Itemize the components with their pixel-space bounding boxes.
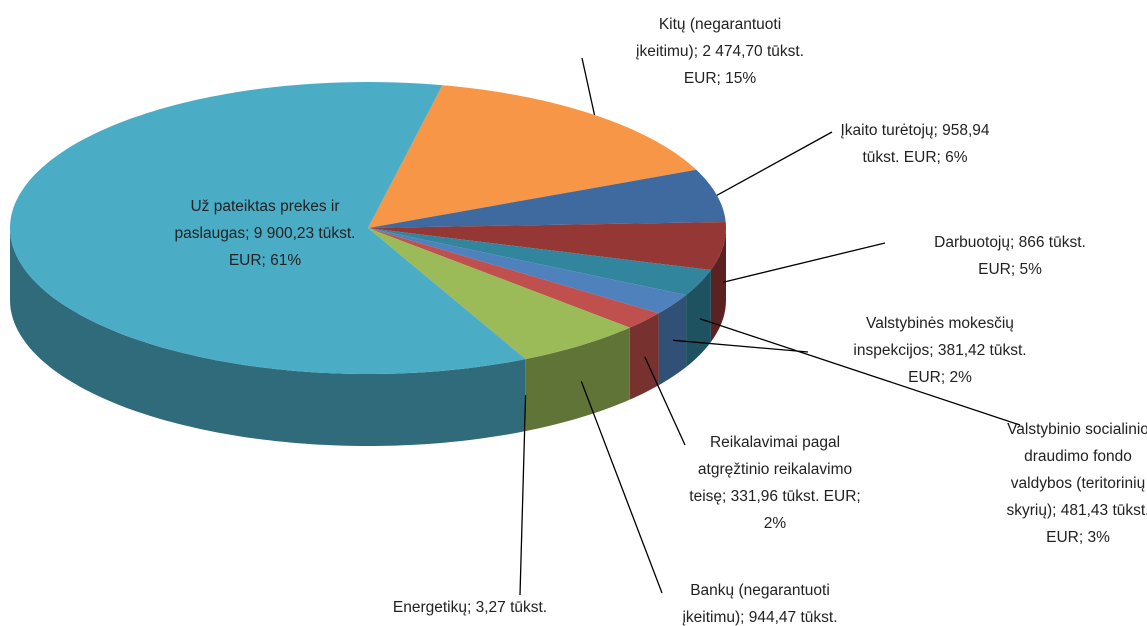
slice-side	[710, 228, 726, 342]
slice	[368, 222, 726, 270]
slice	[368, 228, 687, 314]
slice	[368, 85, 697, 228]
data-label: 2%	[764, 515, 787, 532]
data-label: EUR; 15%	[684, 70, 757, 87]
pie-tops	[10, 82, 726, 374]
slice	[368, 228, 526, 360]
leader-line	[581, 57, 596, 116]
leader-line	[580, 381, 663, 594]
data-label: Kitų (negarantuoti	[659, 16, 781, 33]
data-label: EUR; 3%	[1046, 529, 1110, 546]
data-label: inspekcijos; 381,42 tūkst.	[853, 342, 1026, 359]
data-label: paslaugas; 9 900,23 tūkst.	[175, 225, 356, 242]
slice	[10, 82, 526, 374]
slice-side	[10, 228, 526, 446]
data-label: EUR; 61%	[229, 252, 302, 269]
data-label: EUR; 2%	[908, 369, 972, 386]
leader-line	[673, 339, 809, 353]
leader-line	[716, 131, 833, 196]
leader-line	[519, 395, 527, 596]
leader-line	[699, 318, 1021, 426]
data-label: EUR; 5%	[978, 261, 1042, 278]
data-label: Už pateiktas prekes ir	[190, 198, 339, 215]
data-label: Energetikų; 3,27 tūkst.	[393, 599, 547, 616]
leader-line	[723, 242, 886, 283]
pie-sides	[10, 228, 726, 446]
data-label: įkeitimu); 944,47 tūkst.	[682, 609, 837, 626]
slice-side	[658, 295, 687, 386]
data-label: draudimo fondo	[1024, 448, 1132, 465]
slice	[368, 228, 711, 295]
slice-side	[629, 313, 659, 400]
slice	[368, 228, 659, 328]
data-label: tūkst. EUR; 6%	[862, 149, 967, 166]
data-label: Įkaito turėtojų; 958,94	[840, 122, 989, 139]
data-label: įkeitimu); 2 474,70 tūkst.	[636, 43, 804, 60]
slice-side	[525, 327, 630, 431]
data-label: Reikalavimai pagal	[710, 434, 840, 451]
data-label: Valstybinio socialinio	[1007, 421, 1147, 438]
data-label: teisę; 331,96 tūkst. EUR;	[689, 488, 860, 505]
data-label: valdybos (teritorinių	[1011, 475, 1145, 492]
leader-line	[644, 356, 686, 446]
slice	[368, 228, 630, 359]
data-label: Bankų (negarantuoti	[690, 582, 830, 599]
data-label: skyrių); 481,43 tūkst.	[1006, 502, 1147, 519]
data-label: atgręžtinio reikalavimo	[698, 461, 852, 478]
slice	[368, 169, 726, 228]
data-label: Valstybinės mokesčių	[866, 315, 1014, 332]
data-label: Darbuotojų; 866 tūkst.	[934, 234, 1086, 251]
